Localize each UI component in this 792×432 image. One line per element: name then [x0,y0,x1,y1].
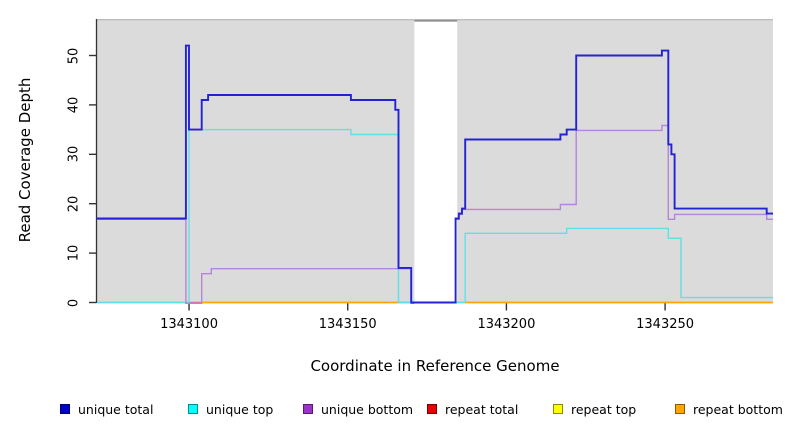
legend-item: unique top [188,399,273,419]
y-tick-label: 50 [66,47,82,64]
y-tick-label: 10 [66,244,82,262]
legend: unique total unique top unique bottom repea… [0,399,792,421]
legend-swatch-unique-top [188,404,198,414]
legend-swatch-repeat-top [553,404,563,414]
legend-item: unique bottom [303,399,413,419]
no-data-gap [414,19,458,303]
series-line-unique-total [97,44,773,304]
legend-label: unique top [206,401,274,417]
y-tick-label: 0 [66,298,82,307]
y-tick-label: 20 [66,195,82,212]
legend-item: repeat bottom [675,399,783,419]
legend-label: repeat top [571,401,637,417]
y-tick-label: 30 [66,146,82,163]
x-tick-label: 1343250 [636,317,695,332]
legend-item: repeat total [427,399,518,419]
legend-item: unique total [60,399,153,419]
legend-item: repeat top [553,399,636,419]
y-tick-label: 40 [66,96,82,114]
legend-swatch-repeat-bottom [675,404,685,414]
legend-swatch-unique-bottom [303,404,313,414]
legend-label: repeat total [445,401,519,417]
y-axis-title: Read Coverage Depth [16,77,34,243]
x-axis-title: Coordinate in Reference Genome [310,357,560,375]
legend-label: repeat bottom [693,401,783,417]
legend-label: unique total [78,401,154,417]
x-tick-label: 1343200 [477,317,536,332]
legend-swatch-unique-total [60,404,70,414]
series-line-unique-top [455,227,773,304]
x-tick-label: 1343100 [160,317,218,332]
x-tick-label: 1343150 [318,317,377,332]
series-line-unique-top [97,128,415,304]
legend-label: unique bottom [321,401,414,417]
legend-swatch-repeat-total [427,404,437,414]
